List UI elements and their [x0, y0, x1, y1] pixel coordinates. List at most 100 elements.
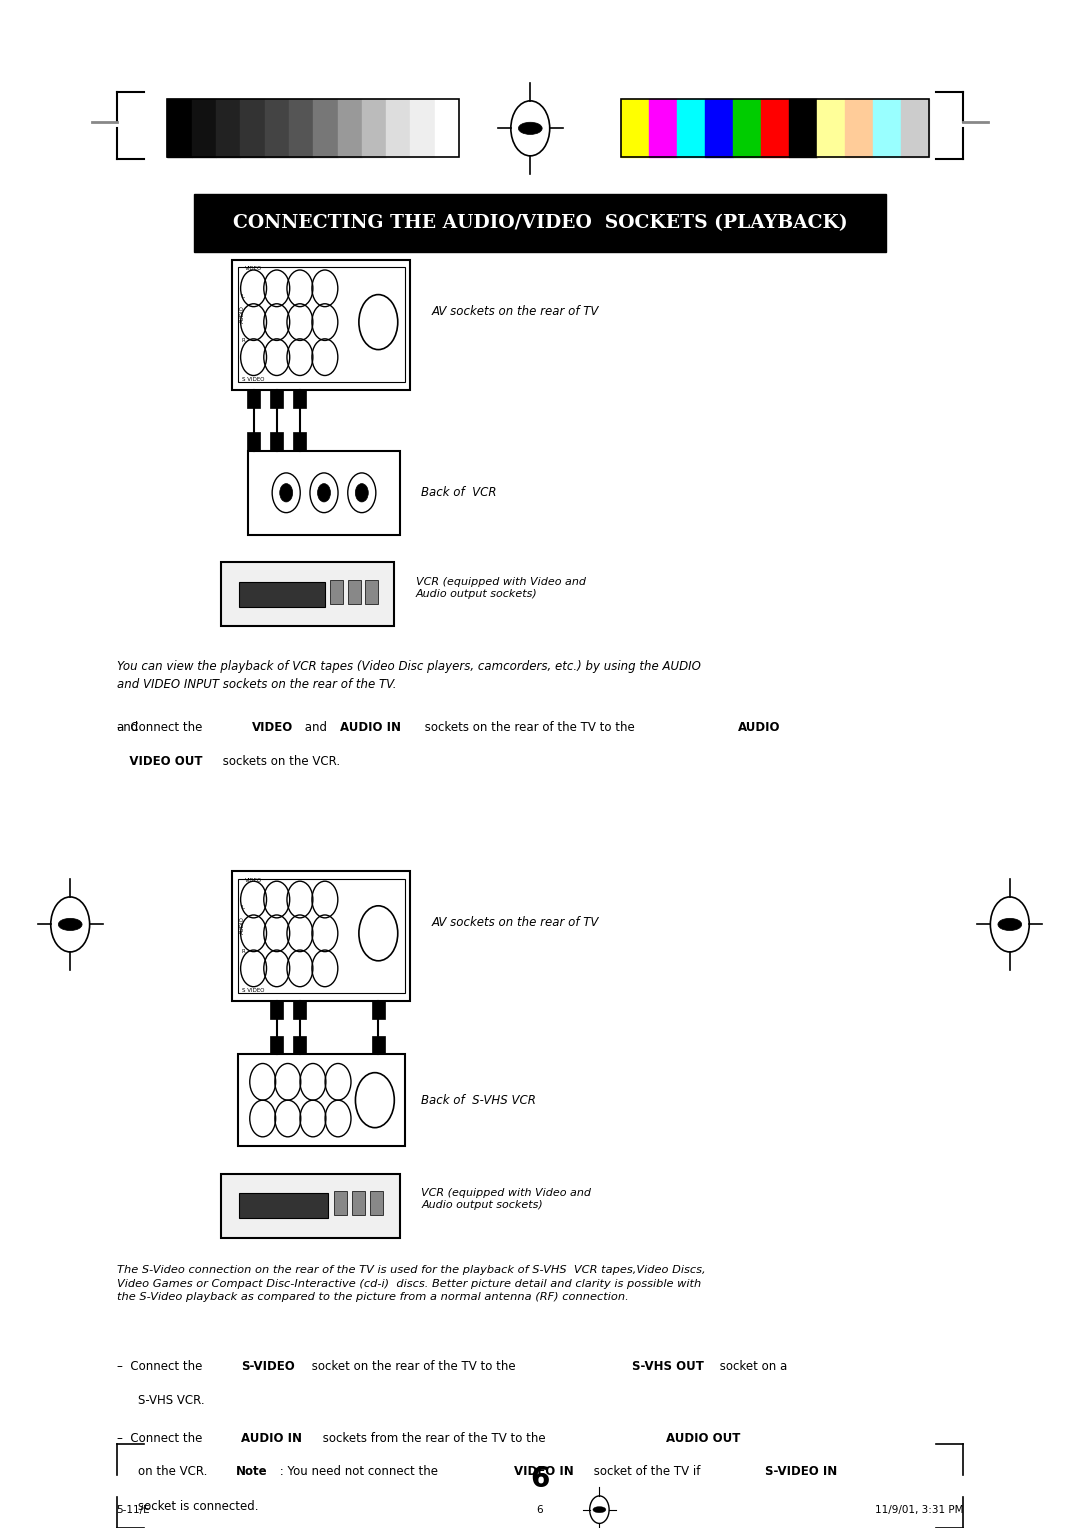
Bar: [845, 99, 873, 157]
Bar: [677, 99, 705, 157]
Bar: [221, 562, 394, 626]
Bar: [232, 260, 410, 390]
Bar: [241, 99, 265, 157]
Circle shape: [280, 483, 293, 501]
Text: R: R: [241, 338, 245, 342]
Bar: [365, 579, 378, 604]
Bar: [294, 1001, 307, 1019]
Bar: [873, 99, 901, 157]
Bar: [239, 582, 325, 607]
Bar: [621, 99, 929, 157]
Text: sockets from the rear of the TV to the: sockets from the rear of the TV to the: [319, 1432, 549, 1445]
Text: You can view the playback of VCR tapes (Video Disc players, camcorders, etc.) by: You can view the playback of VCR tapes (…: [117, 660, 701, 691]
Ellipse shape: [58, 918, 82, 931]
Text: R: R: [241, 949, 245, 953]
Text: AUDIO OUT: AUDIO OUT: [666, 1432, 741, 1445]
Ellipse shape: [518, 122, 542, 134]
Text: : You need not connect the: : You need not connect the: [276, 1465, 442, 1479]
Text: sockets on the rear of the TV to the: sockets on the rear of the TV to the: [421, 721, 638, 735]
Bar: [788, 99, 816, 157]
Bar: [761, 99, 788, 157]
Text: sockets on the VCR.: sockets on the VCR.: [219, 755, 340, 769]
Bar: [238, 1054, 405, 1146]
Bar: [167, 99, 192, 157]
Text: –  Connect the: – Connect the: [117, 721, 206, 735]
Bar: [247, 390, 260, 408]
Text: S-VIDEO: S-VIDEO: [241, 1360, 295, 1374]
Ellipse shape: [998, 918, 1022, 931]
Bar: [334, 1190, 347, 1215]
Bar: [352, 1190, 365, 1215]
Bar: [221, 1174, 400, 1238]
Text: L: L: [242, 293, 244, 298]
Text: 6: 6: [537, 1505, 543, 1514]
Text: CONNECTING THE AUDIO/VIDEO  SOCKETS (PLAYBACK): CONNECTING THE AUDIO/VIDEO SOCKETS (PLAY…: [232, 214, 848, 232]
Text: AUDIO: AUDIO: [241, 917, 245, 935]
Bar: [239, 1193, 328, 1218]
Circle shape: [355, 483, 368, 501]
Text: Back of  S-VHS VCR: Back of S-VHS VCR: [421, 1094, 536, 1106]
Text: VIDEO IN: VIDEO IN: [514, 1465, 573, 1479]
Text: on the VCR.: on the VCR.: [138, 1465, 212, 1479]
Text: 5-11/E: 5-11/E: [117, 1505, 150, 1514]
Bar: [705, 99, 733, 157]
Text: socket on the rear of the TV to the: socket on the rear of the TV to the: [308, 1360, 519, 1374]
Bar: [313, 99, 338, 157]
Circle shape: [318, 483, 330, 501]
Text: –  Connect the: – Connect the: [117, 1432, 206, 1445]
Text: VIDEO OUT: VIDEO OUT: [117, 755, 202, 769]
Bar: [192, 99, 216, 157]
Text: and: and: [117, 721, 139, 749]
Text: L: L: [242, 905, 244, 909]
Text: AUDIO IN: AUDIO IN: [340, 721, 401, 735]
Text: S VIDEO: S VIDEO: [242, 989, 265, 993]
Bar: [816, 99, 845, 157]
Bar: [733, 99, 761, 157]
Text: VIDEO: VIDEO: [245, 266, 262, 272]
Bar: [232, 871, 410, 1001]
Text: VIDEO: VIDEO: [252, 721, 293, 735]
Bar: [372, 1036, 384, 1054]
Bar: [369, 1190, 382, 1215]
Text: 6: 6: [530, 1465, 550, 1493]
Text: AUDIO: AUDIO: [241, 306, 245, 324]
Bar: [410, 99, 434, 157]
Text: VIDEO: VIDEO: [245, 877, 262, 883]
Bar: [289, 99, 313, 157]
Text: socket on a: socket on a: [716, 1360, 787, 1374]
Bar: [294, 432, 307, 451]
Bar: [167, 99, 459, 157]
Bar: [238, 267, 405, 382]
Bar: [294, 1036, 307, 1054]
Bar: [387, 99, 410, 157]
Text: S VIDEO: S VIDEO: [242, 377, 265, 382]
Text: 11/9/01, 3:31 PM: 11/9/01, 3:31 PM: [875, 1505, 963, 1514]
Bar: [348, 579, 361, 604]
Text: and: and: [301, 721, 332, 735]
Text: AUDIO: AUDIO: [738, 721, 780, 735]
Bar: [247, 432, 260, 451]
Bar: [270, 432, 283, 451]
Bar: [435, 99, 459, 157]
Text: S-VIDEO IN: S-VIDEO IN: [765, 1465, 837, 1479]
Bar: [238, 879, 405, 993]
Ellipse shape: [593, 1507, 606, 1513]
Bar: [901, 99, 929, 157]
Bar: [216, 99, 240, 157]
Bar: [362, 99, 387, 157]
Text: socket is connected.: socket is connected.: [138, 1500, 259, 1514]
Text: S-VHS OUT: S-VHS OUT: [632, 1360, 704, 1374]
Bar: [270, 1036, 283, 1054]
Text: AV sockets on the rear of TV: AV sockets on the rear of TV: [432, 306, 599, 318]
Text: AV sockets on the rear of TV: AV sockets on the rear of TV: [432, 917, 599, 929]
Bar: [330, 579, 343, 604]
Text: Note: Note: [235, 1465, 267, 1479]
Bar: [294, 390, 307, 408]
Text: –  Connect the: – Connect the: [117, 1360, 206, 1374]
Bar: [337, 99, 362, 157]
Text: AUDIO IN: AUDIO IN: [241, 1432, 301, 1445]
Bar: [270, 1001, 283, 1019]
Text: VCR (equipped with Video and
Audio output sockets): VCR (equipped with Video and Audio outpu…: [421, 1189, 591, 1210]
Bar: [372, 1001, 384, 1019]
Bar: [265, 99, 289, 157]
